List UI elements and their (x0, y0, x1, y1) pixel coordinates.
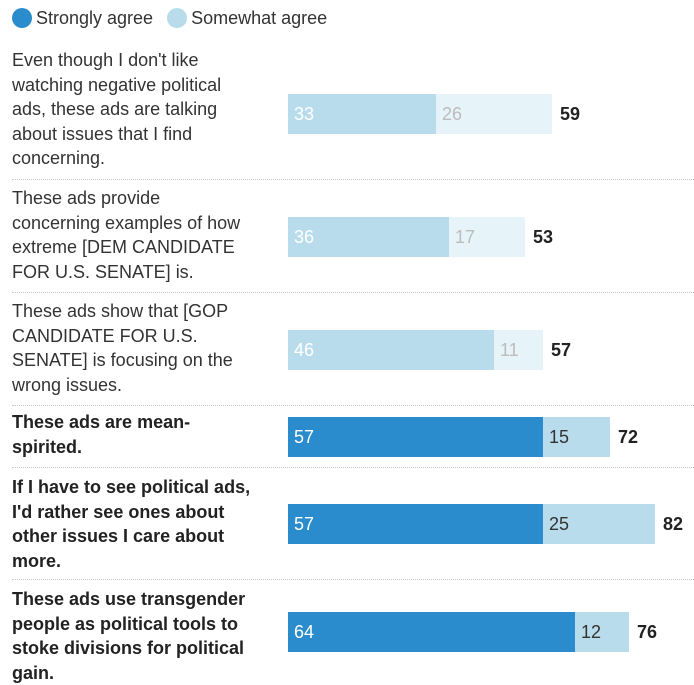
statement-label-line: These ads provide (12, 186, 274, 211)
bar-total-label: 72 (618, 417, 638, 457)
legend-item-somewhat-agree: Somewhat agree (167, 8, 327, 29)
legend-item-strongly-agree: Strongly agree (12, 8, 153, 29)
chart-row: If I have to see political ads,I'd rathe… (0, 468, 694, 580)
bar-strongly-agree: 64 (288, 612, 575, 652)
bar-total-label: 76 (637, 612, 657, 652)
statement-label-line: These ads use transgender (12, 587, 274, 612)
statement-label-line: gain. (12, 661, 274, 685)
statement-label-line: These ads are mean- (12, 410, 274, 435)
statement-label-line: wrong issues. (12, 373, 274, 398)
statement-label-line: CANDIDATE FOR U.S. (12, 324, 274, 349)
row-divider (12, 467, 694, 468)
statement-label-line: extreme [DEM CANDIDATE (12, 235, 274, 260)
bar-somewhat-agree: 11 (494, 330, 543, 370)
statement-label-line: spirited. (12, 435, 274, 460)
legend: Strongly agree Somewhat agree (12, 6, 341, 30)
statement-label-line: concerning. (12, 146, 274, 171)
bar-somewhat-agree: 15 (543, 417, 610, 457)
bar-total-label: 57 (551, 330, 571, 370)
bar-somewhat-agree: 26 (436, 94, 552, 134)
legend-label-somewhat-agree: Somewhat agree (191, 8, 327, 29)
statement-label-line: watching negative political (12, 73, 274, 98)
statement-label-line: other issues I care about (12, 524, 274, 549)
statement-label-line: stoke divisions for political (12, 636, 274, 661)
bar-somewhat-agree: 12 (575, 612, 629, 652)
bar-total-label: 82 (663, 504, 683, 544)
statement-label-line: about issues that I find (12, 122, 274, 147)
row-divider (12, 179, 694, 180)
bar-strongly-agree: 46 (288, 330, 494, 370)
legend-swatch-somewhat-agree (167, 8, 187, 28)
statement-label: If I have to see political ads,I'd rathe… (12, 475, 274, 573)
statement-label-line: more. (12, 549, 274, 574)
statement-label-line: FOR U.S. SENATE] is. (12, 260, 274, 285)
bar-somewhat-agree: 25 (543, 504, 655, 544)
bar-somewhat-agree: 17 (449, 217, 525, 257)
bar-strongly-agree: 57 (288, 504, 543, 544)
statement-label-line: These ads show that [GOP (12, 299, 274, 324)
bar-total-label: 59 (560, 94, 580, 134)
legend-swatch-strongly-agree (12, 8, 32, 28)
statement-label-line: concerning examples of how (12, 211, 274, 236)
bar-total-label: 53 (533, 217, 553, 257)
bar-strongly-agree: 33 (288, 94, 436, 134)
statement-label-line: SENATE] is focusing on the (12, 348, 274, 373)
row-divider (12, 405, 694, 406)
row-divider (12, 579, 694, 580)
bar-strongly-agree: 36 (288, 217, 449, 257)
statement-label-line: I'd rather see ones about (12, 500, 274, 525)
bar-strongly-agree: 57 (288, 417, 543, 457)
statement-label-line: Even though I don't like (12, 48, 274, 73)
statement-label-line: If I have to see political ads, (12, 475, 274, 500)
row-divider (12, 292, 694, 293)
legend-label-strongly-agree: Strongly agree (36, 8, 153, 29)
statement-label: These ads are mean-spirited. (12, 410, 274, 459)
statement-label-line: ads, these ads are talking (12, 97, 274, 122)
statement-label-line: people as political tools to (12, 612, 274, 637)
